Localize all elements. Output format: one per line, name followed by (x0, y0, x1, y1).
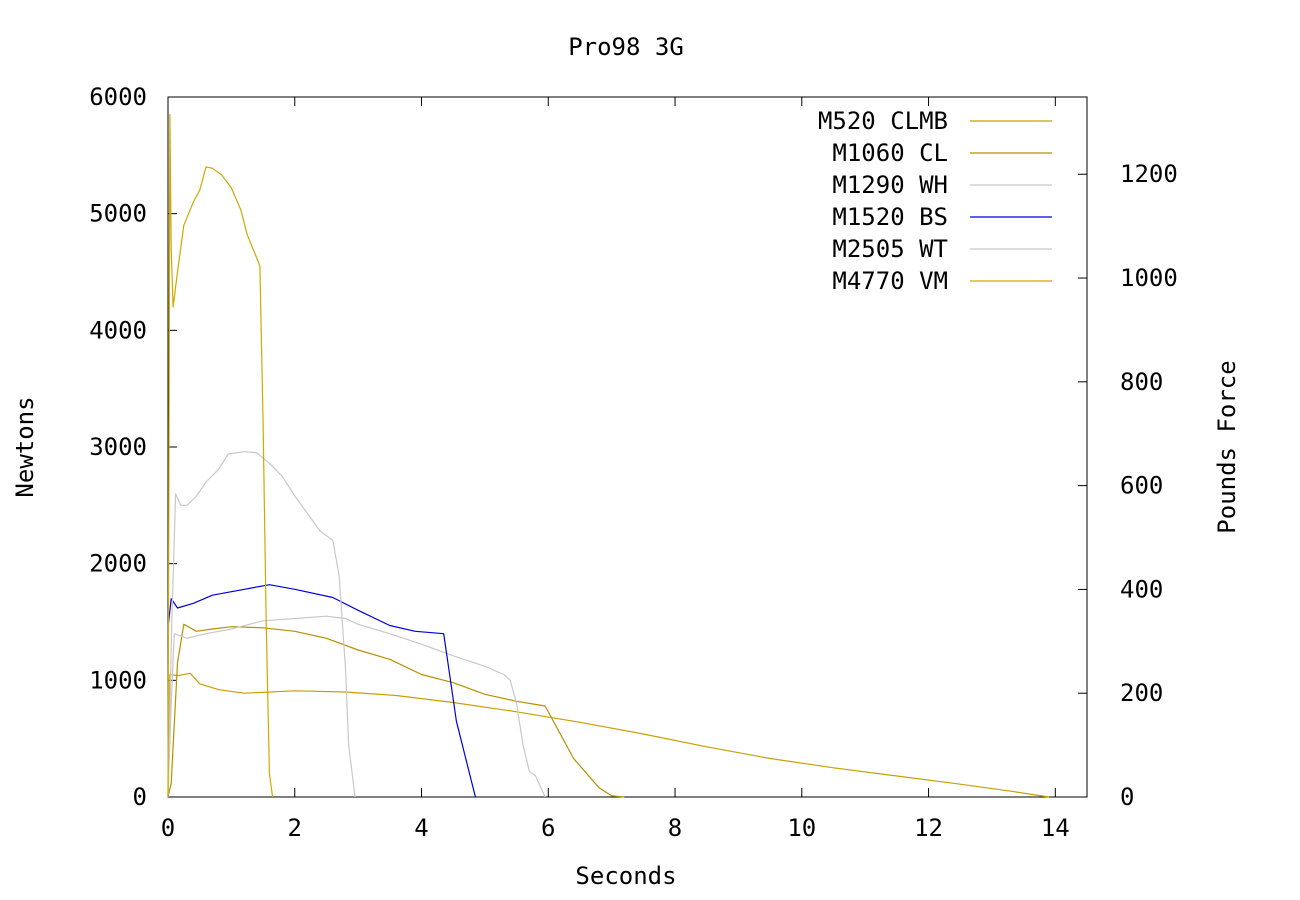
legend-label: M4770 VM (832, 267, 948, 295)
y-tick-label: 5000 (89, 200, 147, 228)
series-line (167, 113, 274, 798)
plot-area (167, 96, 1088, 798)
x-axis-label: Seconds (575, 862, 676, 890)
y2-tick-label: 600 (1120, 472, 1163, 500)
series-line (167, 623, 625, 798)
y2-tick-label: 1000 (1120, 264, 1178, 292)
x-tick-label: 12 (914, 814, 943, 842)
y-tick-label: 4000 (89, 316, 147, 344)
legend-label: M1290 WH (832, 171, 948, 199)
y2-tick-label: 1200 (1120, 160, 1178, 188)
series-line (167, 615, 546, 798)
y2-tick-label: 800 (1120, 368, 1163, 396)
legend: M520 CLMB M1060 CL M1290 WH M1520 BS M2505 W… (818, 107, 1052, 295)
x-tick-label: 14 (1041, 814, 1070, 842)
x-tick-label: 0 (161, 814, 175, 842)
y-tick-label: 2000 (89, 550, 147, 578)
y-axis: 0 1000 2000 3000 4000 5000 6000 (89, 83, 177, 811)
y2-tick-label: 400 (1120, 575, 1163, 603)
legend-label: M1060 CL (832, 139, 948, 167)
y2-tick-label: 200 (1120, 679, 1163, 707)
y2-axis: 0 200 400 600 800 1000 1200 (1078, 160, 1178, 811)
legend-label: M520 CLMB (818, 107, 948, 135)
series-line (167, 672, 1050, 798)
legend-label: M1520 BS (832, 203, 948, 231)
y-axis-label: Newtons (11, 396, 39, 497)
chart-title: Pro98 3G (568, 33, 684, 61)
y2-axis-label: Pounds Force (1213, 360, 1241, 533)
series-layer (167, 113, 1050, 798)
series-line (167, 451, 356, 798)
x-tick-label: 6 (541, 814, 555, 842)
y-tick-label: 3000 (89, 433, 147, 461)
y2-tick-label: 0 (1120, 783, 1134, 811)
x-tick-label: 8 (668, 814, 682, 842)
x-tick-label: 10 (787, 814, 816, 842)
x-axis: 0 2 4 6 8 10 12 14 (161, 97, 1070, 842)
x-tick-label: 4 (414, 814, 428, 842)
y-tick-label: 6000 (89, 83, 147, 111)
x-tick-label: 2 (288, 814, 302, 842)
y-tick-label: 1000 (89, 666, 147, 694)
series-line (167, 584, 476, 798)
y-tick-label: 0 (133, 783, 147, 811)
legend-label: M2505 WT (832, 235, 948, 263)
